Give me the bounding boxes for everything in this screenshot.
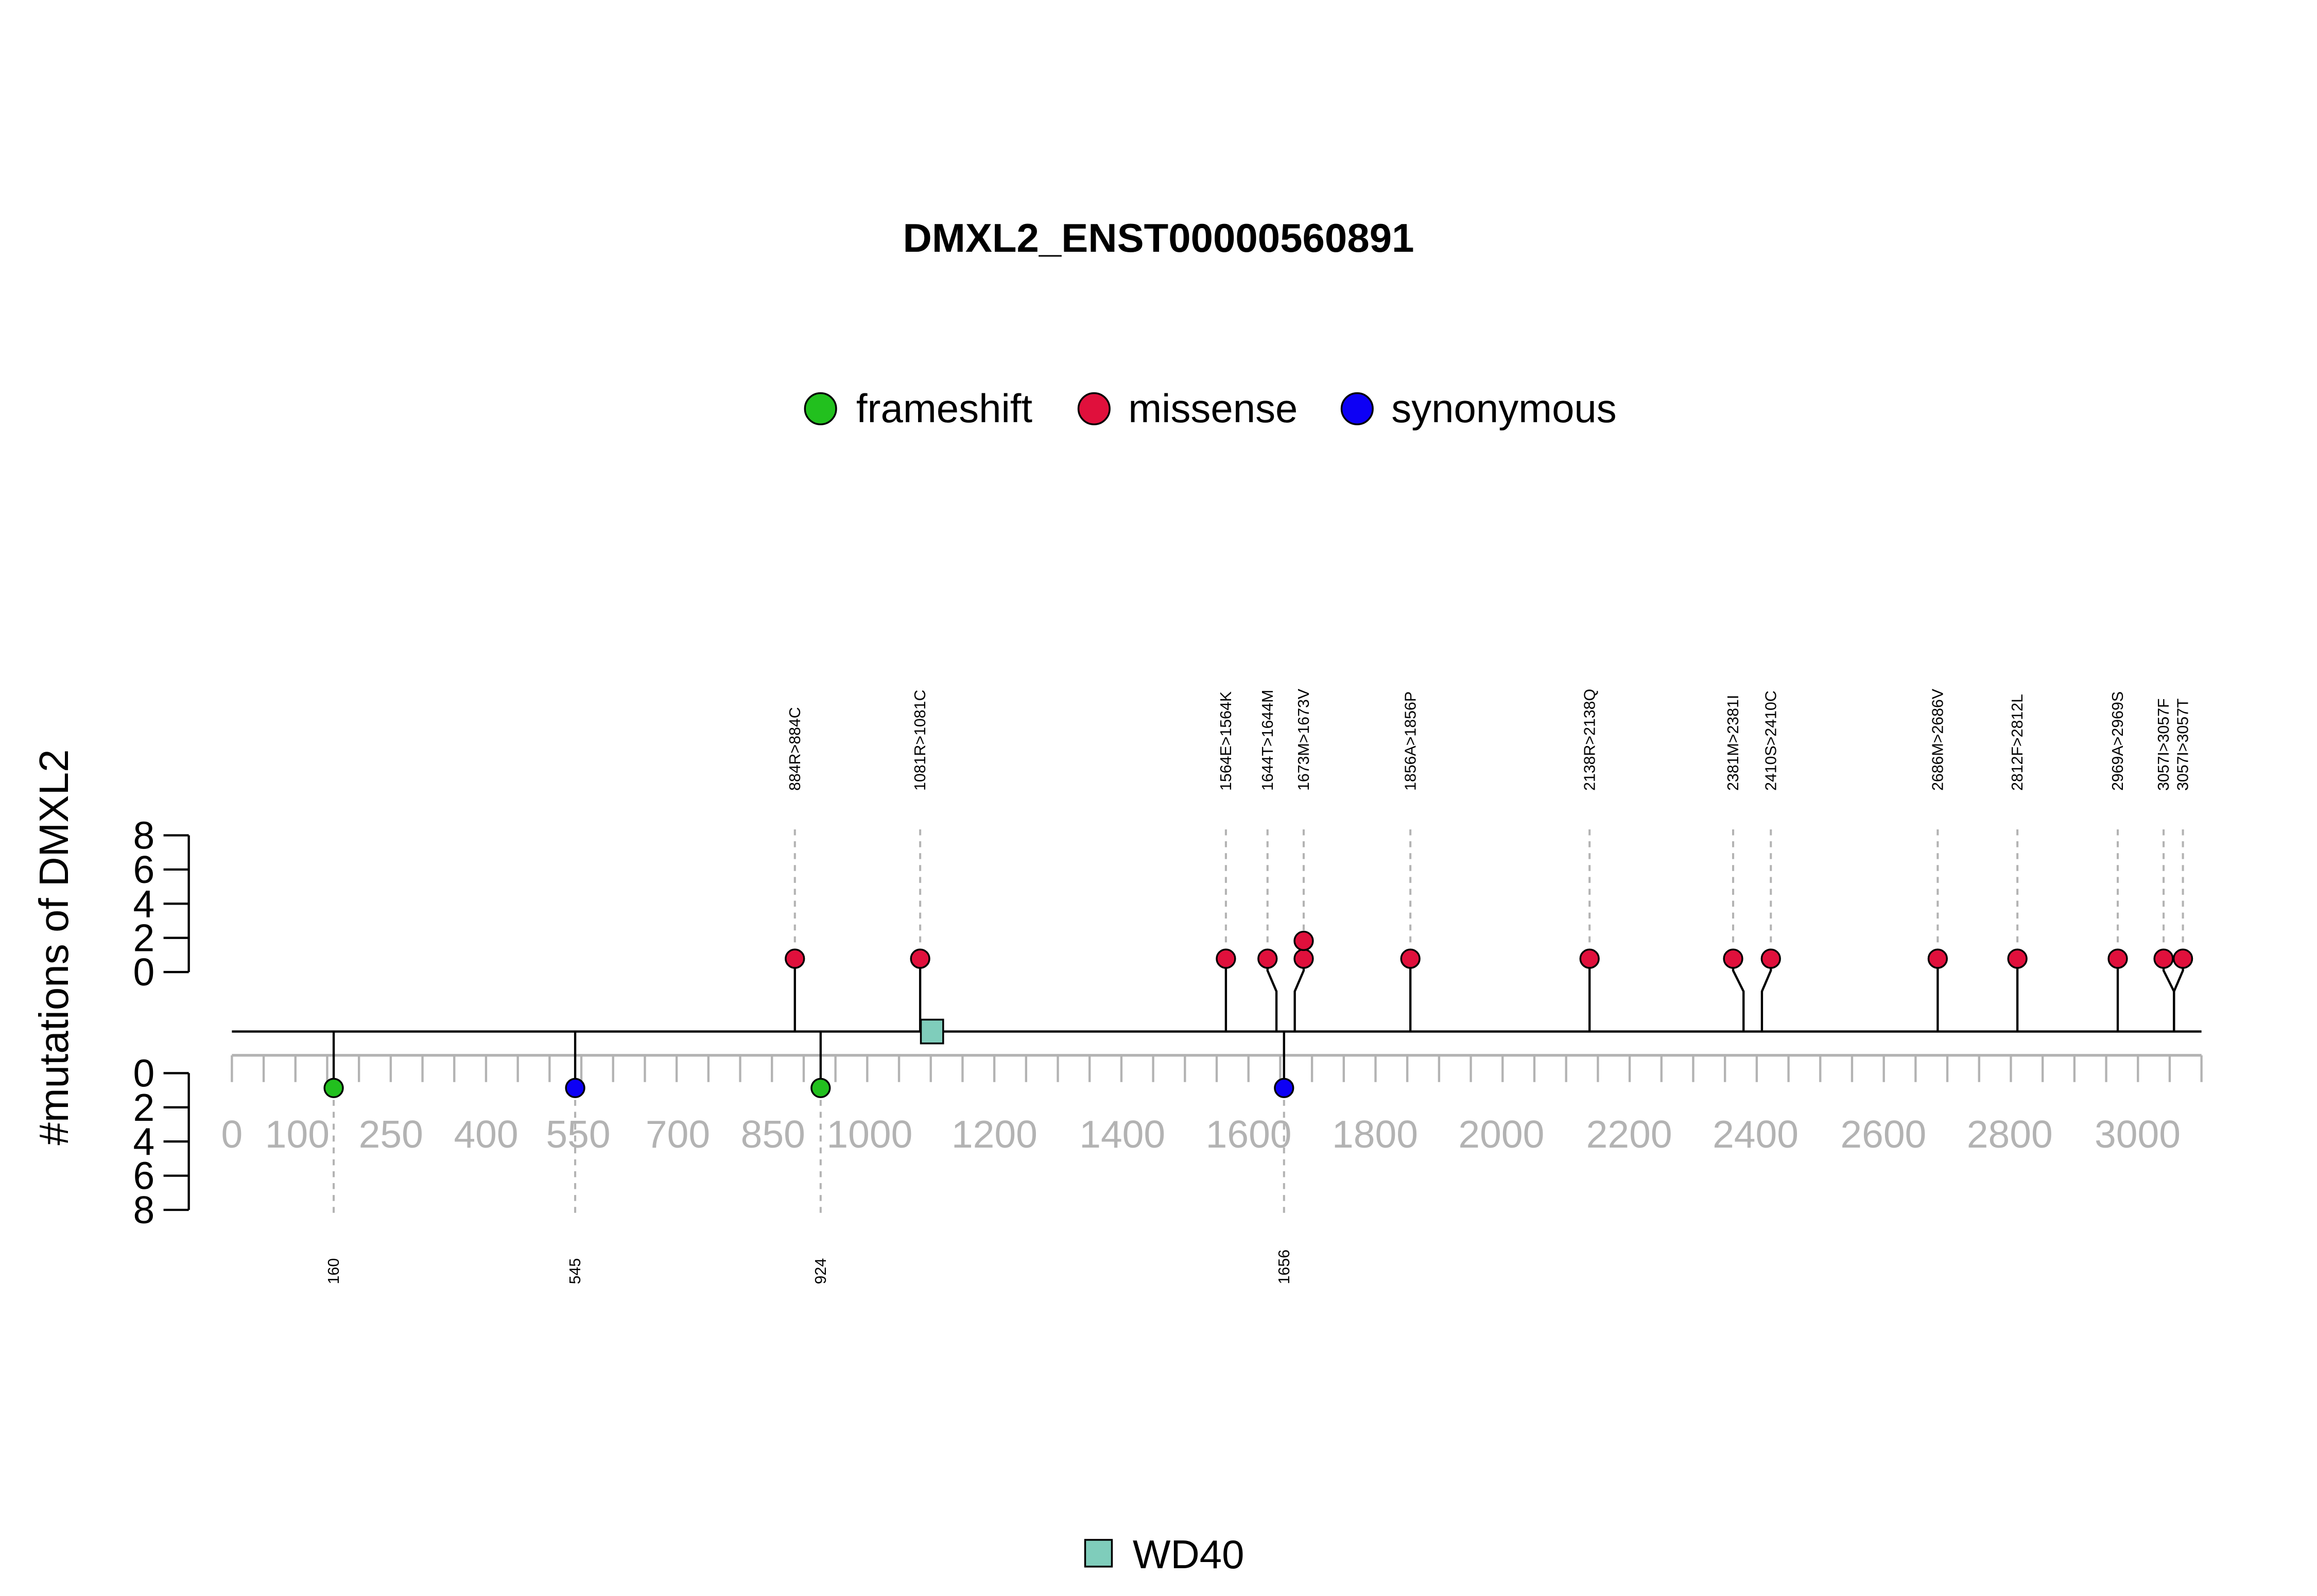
- lollipop-heads: [323, 930, 2193, 1098]
- domain-legend: WD40: [1084, 1532, 1244, 1577]
- mutation-label: 545: [567, 1258, 584, 1285]
- mutation-head: [1400, 948, 1421, 969]
- legend-marker: [804, 392, 837, 425]
- x-tick-label: 100: [265, 1113, 330, 1156]
- mutation-label: 924: [812, 1258, 829, 1285]
- y-tick-label: 6: [133, 1154, 154, 1198]
- mutation-head: [2153, 948, 2174, 969]
- mutation-head: [785, 948, 805, 969]
- chart-title: DMXL2_ENST00000560891: [903, 215, 1414, 261]
- mutation-label: 2410S>2410C: [1762, 690, 1779, 791]
- x-tick-label: 1400: [1079, 1113, 1165, 1156]
- mutation-label: 884R>884C: [787, 707, 804, 791]
- y-tick-label: 0: [133, 950, 154, 994]
- mutation-label: 1081R>1081C: [912, 690, 929, 791]
- y-tick-label: 4: [133, 1120, 154, 1163]
- domains: [920, 1018, 944, 1045]
- legend: frameshift missense synonymous: [804, 386, 1617, 431]
- mutation-label: 1564E>1564K: [1218, 691, 1235, 791]
- mutation-head: [1579, 948, 1600, 969]
- x-tick-label: 3000: [2095, 1113, 2181, 1156]
- legend-label: synonymous: [1391, 386, 1617, 431]
- y-tick-label: 8: [133, 1188, 154, 1231]
- mutation-head: [1274, 1078, 1294, 1098]
- mutation-label: 3057I>3057F: [2155, 698, 2172, 790]
- x-tick-label: 1600: [1206, 1113, 1292, 1156]
- x-tick-label: 1200: [952, 1113, 1038, 1156]
- x-tick-label: 1800: [1332, 1113, 1418, 1156]
- mutation-label: 2686M>2686V: [1929, 688, 1946, 791]
- domain-box: [920, 1018, 944, 1045]
- mutation-head: [2007, 948, 2028, 969]
- y-tick-label: 2: [133, 1086, 154, 1129]
- mutation-head: [1257, 948, 1278, 969]
- x-tick-label: 2000: [1458, 1113, 1544, 1156]
- x-tick-label: 700: [646, 1113, 710, 1156]
- guide-lines: [333, 829, 2184, 1219]
- mutation-head: [1723, 948, 1743, 969]
- y-tick-label: 2: [133, 916, 154, 960]
- mutation-head: [323, 1078, 344, 1098]
- lollipop-stem: [1266, 959, 1278, 1032]
- x-tick-label: 2800: [1967, 1113, 2053, 1156]
- x-tick-label: 2200: [1586, 1113, 1672, 1156]
- y-axis-label-group: #mutations of DMXL2: [31, 749, 77, 1145]
- mutation-label: 3057I>3057T: [2175, 698, 2192, 790]
- mutation-labels: 884R>884C 1081R>1081C 1564E>1564K 1644T>164…: [325, 688, 2192, 1284]
- mutation-head: [910, 948, 930, 969]
- y-axis-label: #mutations of DMXL2: [31, 749, 77, 1145]
- x-axis: 0 100 250 400 550 700 850 1000 1200 1400 1600 1800 2…: [221, 1054, 2203, 1156]
- x-tick-label: 1000: [826, 1113, 912, 1156]
- mutation-head: [1293, 948, 1314, 969]
- mutation-head: [2172, 948, 2193, 969]
- lollipop-stem: [2173, 959, 2184, 1032]
- y-tick-label: 6: [133, 848, 154, 891]
- mutation-head: [1216, 948, 1236, 969]
- x-tick-label: 850: [741, 1113, 805, 1156]
- y-tick-label: 4: [133, 882, 154, 925]
- legend-marker: [1340, 392, 1374, 425]
- legend-label: frameshift: [856, 386, 1033, 431]
- lollipop-stems: [332, 959, 2184, 1088]
- mutation-head: [810, 1078, 831, 1098]
- domain-legend-label: WD40: [1133, 1532, 1244, 1577]
- y-tick-label: 0: [133, 1051, 154, 1095]
- mutation-head: [2107, 948, 2128, 969]
- mutation-head: [1927, 948, 1948, 969]
- mutation-label: 2381M>2381I: [1725, 695, 1742, 791]
- domain-legend-marker: [1084, 1539, 1113, 1568]
- mutation-label: 1644T>1644M: [1259, 690, 1276, 791]
- mutation-head: [1293, 930, 1314, 951]
- legend-label: missense: [1128, 386, 1298, 431]
- mutation-label: 1856A>1856P: [1402, 691, 1419, 791]
- x-tick-label: 250: [359, 1113, 423, 1156]
- lollipop-stem: [1293, 959, 1305, 1032]
- legend-marker: [1077, 392, 1111, 425]
- x-tick-label: 400: [454, 1113, 518, 1156]
- mutation-label: 2969A>2969S: [2109, 691, 2126, 791]
- lollipop-stem: [2162, 959, 2175, 1032]
- mutation-label: 1673M>1673V: [1295, 688, 1312, 791]
- x-tick-label: 550: [546, 1113, 610, 1156]
- mutation-head: [565, 1078, 585, 1098]
- x-tick-label: 2400: [1713, 1113, 1799, 1156]
- mutation-label: 1656: [1276, 1250, 1293, 1284]
- x-tick-label: 2600: [1840, 1113, 1926, 1156]
- lollipop-stem: [1732, 959, 1745, 1032]
- mutation-head: [1760, 948, 1781, 969]
- x-tick-label: 0: [221, 1113, 243, 1156]
- lollipop-stem: [1760, 959, 1772, 1032]
- y-tick-label: 8: [133, 813, 154, 857]
- mutation-label: 2138R>2138Q: [1581, 689, 1598, 791]
- mutation-label: 160: [325, 1258, 342, 1285]
- mutation-label: 2812F>2812L: [2009, 694, 2026, 791]
